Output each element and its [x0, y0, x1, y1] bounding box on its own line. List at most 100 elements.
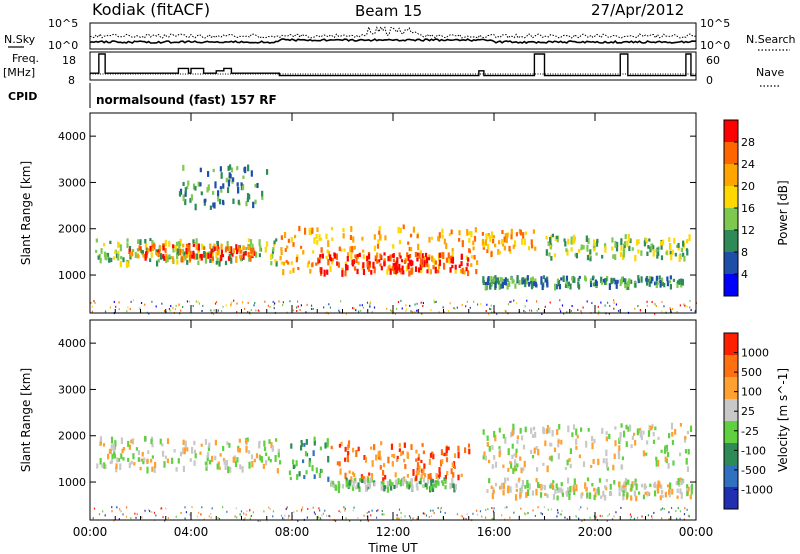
- range-cell: [107, 453, 110, 460]
- range-cell: [410, 478, 413, 485]
- range-cell: [287, 238, 290, 243]
- noise-cell: [155, 305, 157, 308]
- range-cell: [507, 487, 510, 494]
- range-cell: [415, 458, 418, 462]
- noise-cell: [411, 311, 414, 314]
- range-cell: [300, 439, 303, 444]
- noise-cell: [362, 306, 365, 309]
- noise-cell: [481, 515, 483, 518]
- range-cell: [368, 472, 371, 476]
- noise-cell: [246, 510, 248, 513]
- noise-cell: [369, 305, 371, 308]
- range-cell: [265, 241, 269, 247]
- range-cell: [620, 245, 623, 251]
- range-cell: [486, 435, 489, 441]
- range-cell: [394, 479, 398, 486]
- range-cell: [282, 269, 285, 276]
- range-cell: [452, 461, 456, 468]
- range-cell: [504, 277, 507, 284]
- noise-cell: [292, 309, 295, 312]
- noise-cell: [557, 511, 559, 514]
- range-cell: [397, 478, 400, 485]
- range-cell: [227, 246, 230, 251]
- noise-cell: [570, 310, 572, 313]
- range-cell: [494, 434, 497, 442]
- range-cell: [402, 481, 405, 487]
- range-cell: [448, 233, 451, 237]
- range-cell: [406, 252, 409, 258]
- range-cell: [216, 245, 219, 251]
- noise-cell: [476, 509, 478, 512]
- range-cell: [161, 450, 165, 457]
- noise-cell: [676, 310, 678, 313]
- range-cell: [672, 278, 676, 282]
- range-cell: [416, 462, 420, 468]
- range-cell: [501, 230, 504, 235]
- noise-cell: [597, 305, 599, 308]
- range-cell: [289, 270, 292, 274]
- range-cell: [504, 233, 507, 240]
- range-cell: [567, 477, 570, 484]
- range-cell: [189, 198, 192, 203]
- range-cell: [357, 446, 360, 452]
- velocity-colorbar-tick: -25: [741, 425, 759, 438]
- range-cell: [251, 243, 254, 251]
- range-cell: [467, 257, 470, 262]
- range-cell: [519, 490, 522, 498]
- range-cell: [398, 239, 401, 245]
- noise-cell: [280, 514, 283, 517]
- range-cell: [210, 248, 213, 254]
- velocity-colorbar-segment: [724, 377, 738, 399]
- range-cell: [220, 243, 223, 250]
- range-cell: [570, 236, 573, 242]
- range-cell: [192, 183, 196, 190]
- range-cell: [373, 245, 376, 252]
- noise-cell: [369, 301, 372, 304]
- range-cell: [258, 253, 261, 258]
- range-cell: [126, 238, 129, 243]
- range-cell: [422, 468, 425, 476]
- noise-cell: [381, 510, 383, 513]
- range-cell: [275, 238, 278, 242]
- noise-cell: [395, 307, 398, 310]
- range-cell: [502, 489, 505, 496]
- noise-cell: [422, 302, 424, 305]
- range-cell: [592, 275, 595, 280]
- range-cell: [642, 430, 645, 435]
- range-cell: [522, 232, 525, 239]
- range-cell: [652, 439, 656, 444]
- noise-cell: [676, 517, 678, 520]
- range-cell: [622, 278, 626, 283]
- range-cell: [364, 478, 367, 485]
- range-cell: [649, 246, 652, 253]
- noise-cell: [318, 507, 320, 510]
- noise-cell: [433, 299, 435, 302]
- range-cell: [502, 433, 505, 439]
- range-cell: [613, 480, 616, 485]
- range-cell: [403, 458, 406, 463]
- range-cell: [275, 261, 278, 267]
- noise-cell: [613, 301, 615, 304]
- range-cell: [449, 482, 452, 490]
- noise-cell: [329, 515, 331, 518]
- noise-cell: [422, 512, 424, 515]
- noise-cell: [191, 506, 193, 509]
- range-cell: [289, 476, 292, 481]
- range-cell: [350, 476, 353, 482]
- range-cell: [508, 281, 511, 287]
- range-cell: [556, 278, 559, 285]
- noise-cell: [359, 304, 361, 307]
- noise-cell: [136, 513, 138, 516]
- range-cell: [634, 478, 637, 483]
- range-cell: [269, 459, 272, 463]
- range-cell: [680, 247, 684, 253]
- range-cell: [622, 251, 626, 258]
- noise-cell: [440, 506, 442, 509]
- range-cell: [400, 268, 403, 275]
- range-cell: [139, 466, 142, 471]
- range-cell: [340, 248, 343, 252]
- noise-cell: [526, 299, 528, 302]
- noise-cell: [355, 309, 357, 312]
- noise-cell: [172, 307, 174, 310]
- range-cell: [502, 482, 505, 490]
